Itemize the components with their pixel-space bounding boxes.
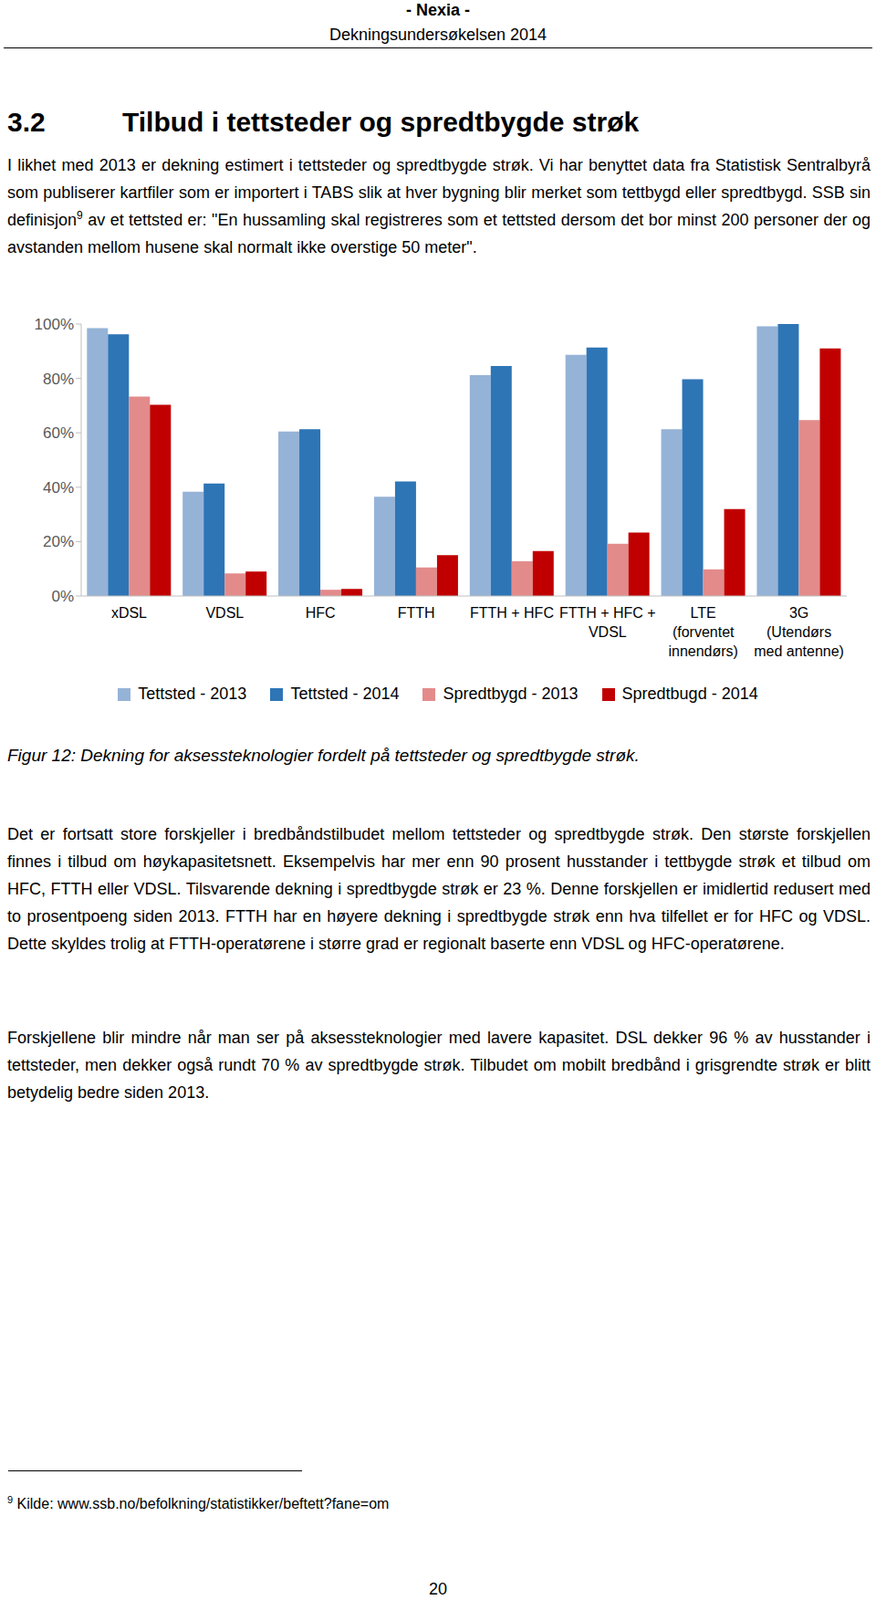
svg-text:0%: 0%	[51, 587, 74, 605]
html-text:3.2: 3.2	[7, 106, 46, 137]
html-text:Dekningsundersøkelsen 2014: Dekningsundersøkelsen 2014	[329, 25, 547, 44]
svg-text:VDSL: VDSL	[205, 604, 244, 621]
svg-text:LTE(forventetinnendørs): LTE(forventetinnendørs)	[667, 604, 738, 659]
svg-text:60%: 60%	[42, 424, 74, 442]
svg-text:HFC: HFC	[305, 604, 336, 621]
svg-text:xDSL: xDSL	[111, 604, 147, 621]
svg-text:FTTH: FTTH	[397, 604, 436, 621]
svg-text:100%: 100%	[34, 315, 74, 334]
html-text:Tettsted - 2014: Tettsted - 2014	[290, 684, 400, 703]
svg-text:40%: 40%	[42, 479, 74, 497]
html-text:- Nexia -: - Nexia -	[406, 0, 470, 20]
html-text:Det er fortsatt store forskjel: Det er fortsatt store forskjeller i bred…	[7, 824, 871, 953]
html-text:I likhet med 2013 er dekning e: I likhet med 2013 er dekning estimert i …	[7, 156, 871, 257]
html-text:Spredtbugd - 2014: Spredtbugd - 2014	[621, 684, 759, 703]
html-text:Figur 12: Dekning for aksesste: Figur 12: Dekning for aksessteknologier …	[7, 745, 640, 765]
svg-text:3G(Utendørsmed antenne): 3G(Utendørsmed antenne)	[753, 604, 845, 659]
html-text:Forskjellene blir mindre når m: Forskjellene blir mindre når man ser på …	[7, 1028, 871, 1102]
html-text:Tettsted - 2013: Tettsted - 2013	[138, 684, 247, 703]
svg-text:20%: 20%	[42, 532, 74, 551]
html-text:Tilbud i tettsteder og spredtb: Tilbud i tettsteder og spredtbygde strøk	[122, 106, 639, 137]
svg-text:FTTH + HFC: FTTH + HFC	[469, 604, 554, 621]
html-text:20: 20	[428, 1579, 448, 1598]
html-text:Spredtbygd - 2013: Spredtbygd - 2013	[443, 684, 579, 703]
svg-text:80%: 80%	[42, 370, 74, 388]
svg-text:FTTH + HFC +VDSL: FTTH + HFC +VDSL	[559, 604, 657, 640]
html-text:9 Kilde: www.ssb.no/befolkning: 9 Kilde: www.ssb.no/befolkning/statistik…	[7, 1493, 390, 1512]
